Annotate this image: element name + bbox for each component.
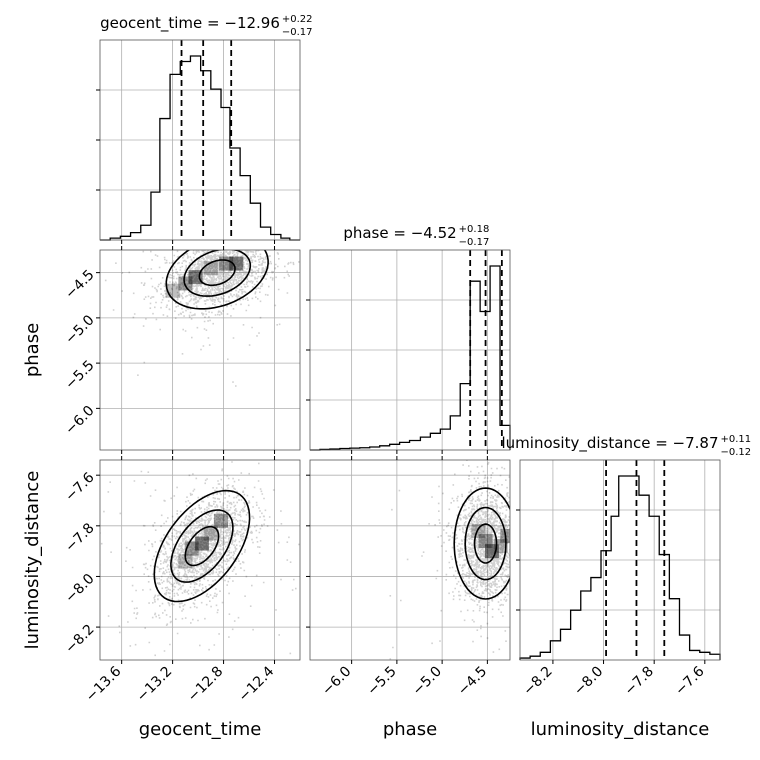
hist-panel-luminosity_distance xyxy=(516,459,721,664)
contour-2 xyxy=(464,506,507,581)
contour-2 xyxy=(170,509,234,583)
x-axis-title-phase: phase xyxy=(383,719,437,740)
hist-panel-geocent_time xyxy=(96,39,301,244)
density-cell xyxy=(229,256,244,271)
y-tick-label: −7.6 xyxy=(62,469,97,504)
density-cell xyxy=(194,536,209,551)
title-lower-error-luminosity_distance: −0.12 xyxy=(721,447,752,458)
density-cell xyxy=(214,513,229,528)
contour-1 xyxy=(198,259,236,287)
y-tick-label: −8.0 xyxy=(62,571,97,606)
hist-step-luminosity_distance xyxy=(519,475,721,660)
y-axis-title-luminosity_distance: luminosity_distance xyxy=(22,471,43,650)
hist-panel-phase xyxy=(306,249,511,454)
hist-step-phase xyxy=(310,265,511,451)
x-axis-title-geocent_time: geocent_time xyxy=(139,719,262,740)
contour-1 xyxy=(184,525,220,567)
y-tick-label: −6.0 xyxy=(62,403,97,438)
panel-title-phase: phase = −4.52 xyxy=(343,224,456,242)
title-upper-error-geocent_time: +0.22 xyxy=(282,14,313,25)
x-tick-label: −12.4 xyxy=(236,663,278,705)
title-upper-error-luminosity_distance: +0.11 xyxy=(721,434,752,445)
panel-title-geocent_time: geocent_time = −12.96 xyxy=(100,14,280,33)
contour-1 xyxy=(473,523,498,564)
scatter-panel-phase-luminosity_distance xyxy=(306,456,511,664)
title-upper-error-phase: +0.18 xyxy=(459,224,490,235)
hist-step-geocent_time xyxy=(100,55,300,241)
panel-frame xyxy=(99,459,301,661)
x-tick-label: −5.5 xyxy=(364,664,399,699)
x-tick-label: −13.2 xyxy=(134,664,176,706)
panel-title-luminosity_distance: luminosity_distance = −7.87 xyxy=(501,434,718,453)
x-tick-label: −4.5 xyxy=(455,664,490,699)
panel-frame xyxy=(309,459,511,661)
x-axis-title-luminosity_distance: luminosity_distance xyxy=(531,719,710,740)
scatter-points xyxy=(100,460,300,660)
scatter-panel-geocent_time-phase xyxy=(96,246,301,454)
title-lower-error-phase: −0.17 xyxy=(459,237,490,248)
density-cell xyxy=(478,534,493,549)
y-tick-label: −8.2 xyxy=(62,621,97,656)
contour-2 xyxy=(183,250,252,297)
density-cell xyxy=(471,523,486,538)
y-tick-label: −5.5 xyxy=(62,357,97,392)
x-tick-label: −7.6 xyxy=(672,663,707,698)
scatter-panel-geocent_time-luminosity_distance xyxy=(96,456,301,664)
density-cell xyxy=(500,528,510,543)
panels-layer xyxy=(96,39,721,664)
y-tick-label: −7.8 xyxy=(62,520,97,555)
x-tick-label: −12.8 xyxy=(185,664,227,706)
x-tick-label: −13.6 xyxy=(83,663,125,705)
x-tick-label: −6.0 xyxy=(319,664,354,699)
panel-frame xyxy=(99,249,301,451)
x-tick-label: −5.0 xyxy=(410,664,445,699)
x-tick-label: −7.8 xyxy=(622,664,657,699)
scatter-points xyxy=(389,460,510,660)
x-tick-label: −8.2 xyxy=(520,664,555,699)
y-tick-label: −5.0 xyxy=(62,312,97,347)
x-tick-label: −8.0 xyxy=(571,664,606,699)
scatter-points xyxy=(104,250,300,387)
density-cell xyxy=(493,539,508,554)
contour-3 xyxy=(453,487,510,600)
contour-3 xyxy=(165,250,269,310)
y-axis-title-phase: phase xyxy=(22,323,43,377)
y-tick-label: −4.5 xyxy=(62,267,97,302)
title-lower-error-geocent_time: −0.17 xyxy=(282,27,313,38)
contour-3 xyxy=(153,489,251,603)
density-cell xyxy=(203,526,218,541)
